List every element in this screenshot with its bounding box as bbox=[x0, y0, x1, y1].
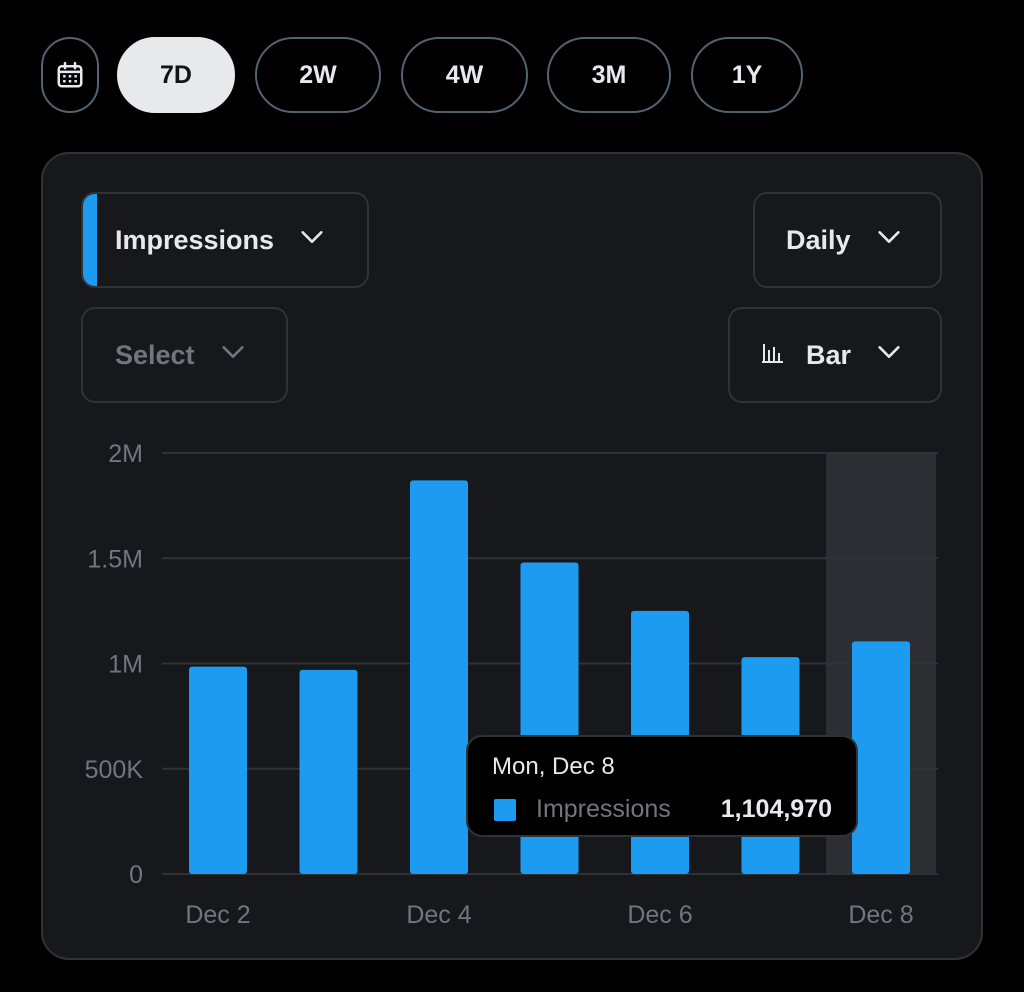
metric-color-indicator bbox=[83, 194, 97, 286]
interval-dropdown[interactable]: Daily bbox=[753, 192, 942, 288]
tooltip-series-swatch bbox=[494, 799, 516, 821]
compare-metric-dropdown[interactable]: Select bbox=[81, 307, 288, 403]
range-1y-button[interactable]: 1Y bbox=[691, 37, 803, 113]
tooltip-date: Mon, Dec 8 bbox=[492, 753, 615, 780]
chart-tooltip: Mon, Dec 8 Impressions 1,104,970 bbox=[466, 735, 858, 837]
chart-type-label: Bar bbox=[806, 339, 852, 370]
chart-type-dropdown[interactable]: Bar bbox=[728, 307, 942, 403]
compare-dropdown-placeholder: Select bbox=[115, 339, 195, 370]
chevron-down-icon bbox=[298, 223, 326, 258]
metric-dropdown-label: Impressions bbox=[115, 224, 275, 255]
range-3m-button[interactable]: 3M bbox=[547, 37, 671, 113]
range-7d-button[interactable]: 7D bbox=[117, 37, 235, 113]
calendar-button[interactable] bbox=[41, 37, 99, 113]
range-4w-button[interactable]: 4W bbox=[401, 37, 528, 113]
chevron-down-icon bbox=[875, 223, 903, 258]
range-2w-button[interactable]: 2W bbox=[255, 37, 381, 113]
bar-chart-icon bbox=[762, 340, 784, 371]
chevron-down-icon bbox=[875, 338, 903, 373]
interval-dropdown-label: Daily bbox=[786, 224, 851, 255]
chevron-down-icon bbox=[219, 338, 247, 373]
metric-dropdown[interactable]: Impressions bbox=[81, 192, 369, 288]
calendar-icon bbox=[57, 61, 83, 88]
tooltip-value: 1,104,970 bbox=[720, 795, 832, 823]
tooltip-series-label: Impressions bbox=[536, 795, 671, 823]
